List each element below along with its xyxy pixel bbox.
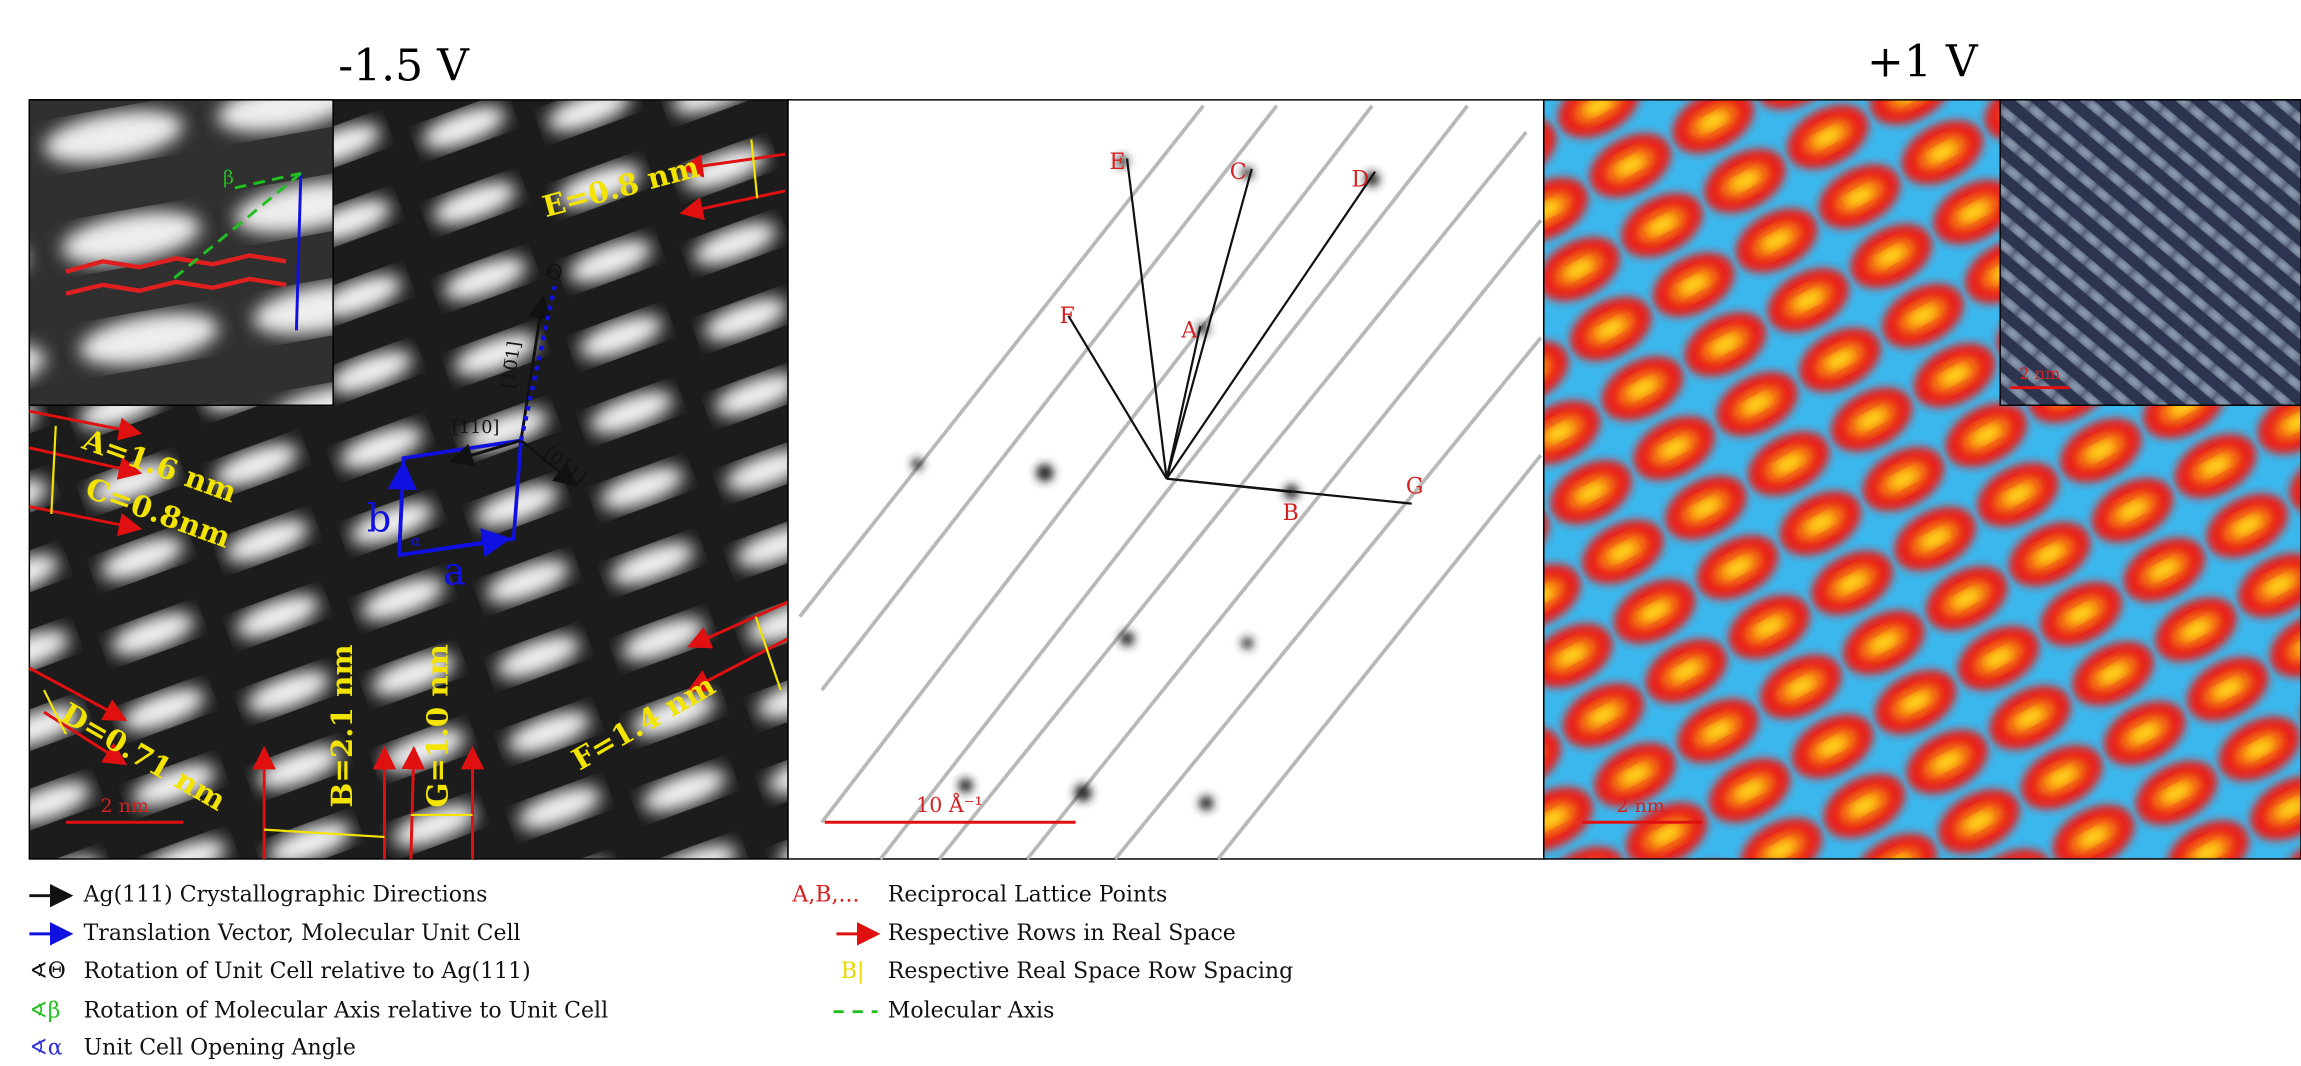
decoration [1074, 784, 1092, 802]
decoration [958, 778, 973, 793]
scale-bar-label: 2 nm [1616, 795, 1665, 817]
positive-bias-panel: 2 nm 2 nm [1544, 100, 2301, 859]
legend-text: Unit Cell Opening Angle [84, 1035, 356, 1060]
title: -1.5 V [338, 41, 470, 92]
fft-panel: E C D F A B G 10 Å⁻¹ [788, 100, 1544, 859]
legend-symbol: B| [841, 959, 865, 984]
legend-symbol: ∢β [29, 999, 60, 1024]
title: +1 V [1867, 36, 1979, 87]
decoration [1120, 631, 1135, 646]
decoration [29, 100, 333, 405]
angle-label: Θ [546, 260, 563, 284]
spacing-label: G=1.0 nm [420, 644, 455, 807]
decoration [1199, 796, 1214, 811]
legend-text: Rotation of Unit Cell relative to Ag(111… [84, 959, 531, 984]
legend-symbol: A,B,... [791, 883, 859, 908]
lattice-point: D [1352, 167, 1370, 192]
legend-text: Translation Vector, Molecular Unit Cell [84, 921, 521, 946]
legend-text: Molecular Axis [888, 999, 1055, 1024]
lattice-point: A [1180, 319, 1198, 344]
lattice-point: G [1406, 474, 1424, 499]
figure: -1.5 V +1 V β E=0.8 nm A=1.6 nm C=0.8nm … [0, 0, 2301, 1066]
scale-bar-label: 10 Å⁻¹ [916, 792, 983, 817]
lattice-point: F [1060, 304, 1075, 329]
legend-symbol: ∢Θ [29, 959, 65, 984]
angle-label: α [411, 533, 421, 550]
legend: ∢Θ ∢β ∢α Ag(111) Crystallographic Direct… [29, 883, 1293, 1061]
direction-label: [̅110] [450, 418, 499, 438]
lattice-point: C [1230, 160, 1247, 185]
lattice-point: E [1109, 150, 1125, 175]
scale-bar-label: 2 nm [100, 795, 149, 817]
legend-text: Respective Real Space Row Spacing [888, 959, 1293, 984]
legend-text: Reciprocal Lattice Points [888, 883, 1167, 908]
scale-bar-label: 2 nm [2019, 364, 2060, 383]
decoration [1241, 637, 1253, 649]
decoration [1036, 464, 1054, 482]
legend-symbol: ∢α [29, 1035, 62, 1060]
decoration [788, 100, 1544, 859]
vector-label: b [367, 497, 391, 541]
legend-text: Rotation of Molecular Axis relative to U… [84, 999, 608, 1024]
spacing-label: B=2.1 nm [324, 644, 359, 807]
vector-label: a [443, 549, 466, 593]
lattice-point: B [1283, 501, 1299, 526]
angle-label: β [223, 167, 234, 189]
legend-text: Ag(111) Crystallographic Directions [83, 883, 488, 908]
real-space-panel: β E=0.8 nm A=1.6 nm C=0.8nm B=2.1 nm G=1… [29, 100, 788, 859]
decoration [911, 458, 923, 470]
decoration [2000, 100, 2301, 405]
legend-text: Respective Rows in Real Space [888, 921, 1236, 946]
